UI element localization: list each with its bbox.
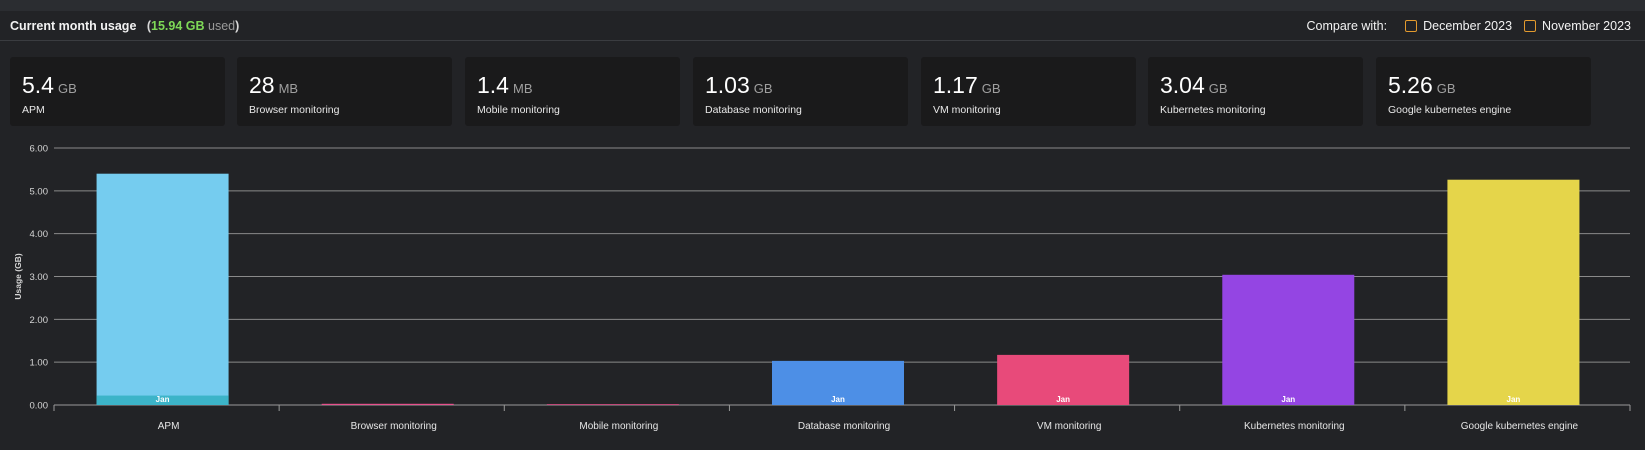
- card-value: 1.17: [933, 72, 978, 98]
- x-tick-label: APM: [158, 421, 180, 432]
- card-name: VM monitoring: [933, 104, 1001, 116]
- usage-bar-chart: 0.00 1.00 2.00 3.00 4.00 5.00 6.00 Usage (GB) Ja…: [13, 144, 1631, 432]
- bar-segment-label: Jan: [1056, 395, 1070, 404]
- card-value: 5.26: [1388, 72, 1433, 98]
- compare-november-checkbox[interactable]: November 2023: [1524, 19, 1631, 33]
- x-tick-label: Database monitoring: [798, 421, 890, 432]
- card-value: 1.4: [477, 72, 509, 98]
- checkbox-icon[interactable]: [1524, 20, 1537, 32]
- card-name: Database monitoring: [705, 104, 802, 116]
- card-value: 1.03: [705, 72, 750, 98]
- page-title: Current month usage (15.94 GB used): [10, 19, 239, 33]
- y-tick-label: 4.00: [30, 229, 49, 240]
- y-axis-label: Usage (GB): [13, 253, 23, 299]
- bar: [1222, 274, 1355, 405]
- bar: [96, 173, 229, 405]
- x-tick-label: Google kubernetes engine: [1461, 421, 1579, 432]
- card-unit: MB: [278, 81, 299, 96]
- bar: [321, 403, 454, 405]
- bar-segment-label: Jan: [1507, 395, 1521, 404]
- usage-card-browser: 28 MB Browser monitoring: [237, 57, 452, 126]
- title-text: Current month usage: [10, 19, 137, 33]
- usage-cards: 5.4 GB APM 28 MB Browser monitoring 1.4 MB …: [10, 57, 1610, 126]
- card-name: Mobile monitoring: [477, 104, 560, 116]
- y-tick-label: 3.00: [30, 272, 49, 283]
- usage-card-vm: 1.17 GB VM monitoring: [921, 57, 1136, 126]
- x-tick-label: Mobile monitoring: [579, 421, 658, 432]
- compare-december-label[interactable]: December 2023: [1423, 19, 1513, 33]
- bar: [546, 404, 679, 405]
- card-unit: GB: [1436, 81, 1456, 96]
- used-open-paren: (: [146, 19, 151, 33]
- card-name: APM: [22, 104, 45, 116]
- card-name: Kubernetes monitoring: [1160, 104, 1266, 116]
- usage-header: Current month usage (15.94 GB used) Comp…: [0, 11, 1645, 41]
- y-tick-label: 1.00: [30, 358, 49, 369]
- top-strip: [0, 0, 1645, 11]
- y-tick-label: 2.00: [30, 315, 49, 326]
- compare-december-checkbox[interactable]: December 2023: [1405, 19, 1512, 33]
- usage-card-apm: 5.4 GB APM: [10, 57, 225, 126]
- used-close-paren: ): [235, 19, 240, 33]
- bar-segment-label: Jan: [156, 395, 170, 404]
- card-unit: MB: [512, 81, 533, 96]
- card-unit: GB: [57, 81, 77, 96]
- usage-card-kubernetes: 3.04 GB Kubernetes monitoring: [1148, 57, 1363, 126]
- bar: [1447, 179, 1580, 405]
- checkbox-icon[interactable]: [1405, 20, 1418, 32]
- card-unit: GB: [753, 81, 773, 96]
- x-tick-label: VM monitoring: [1037, 421, 1101, 432]
- used-label: used: [208, 19, 236, 33]
- usage-card-mobile: 1.4 MB Mobile monitoring: [465, 57, 680, 126]
- y-tick-label: 6.00: [30, 144, 49, 155]
- bar-segment-label: Jan: [1281, 395, 1295, 404]
- bar-segment: [96, 395, 229, 405]
- bar-segment-label: Jan: [831, 395, 845, 404]
- card-unit: GB: [1208, 81, 1228, 96]
- card-value: 3.04: [1160, 72, 1205, 98]
- card-value: 5.4: [22, 72, 54, 98]
- bar: [997, 354, 1130, 405]
- card-unit: GB: [981, 81, 1001, 96]
- compare-label: Compare with:: [1306, 19, 1388, 33]
- bar: [772, 360, 904, 405]
- card-name: Browser monitoring: [249, 104, 340, 116]
- card-name: Google kubernetes engine: [1388, 104, 1512, 116]
- usage-card-gke: 5.26 GB Google kubernetes engine: [1376, 57, 1591, 126]
- x-tick-label: Kubernetes monitoring: [1244, 421, 1345, 432]
- compare-november-label[interactable]: November 2023: [1542, 19, 1631, 33]
- usage-card-database: 1.03 GB Database monitoring: [693, 57, 908, 126]
- card-value: 28: [249, 72, 275, 98]
- x-tick-label: Browser monitoring: [351, 421, 437, 432]
- y-tick-label: 5.00: [30, 186, 49, 197]
- compare-with: Compare with: December 2023 November 202…: [1307, 19, 1632, 33]
- y-tick-label: 0.00: [30, 401, 49, 412]
- used-value: 15.94 GB: [151, 19, 205, 33]
